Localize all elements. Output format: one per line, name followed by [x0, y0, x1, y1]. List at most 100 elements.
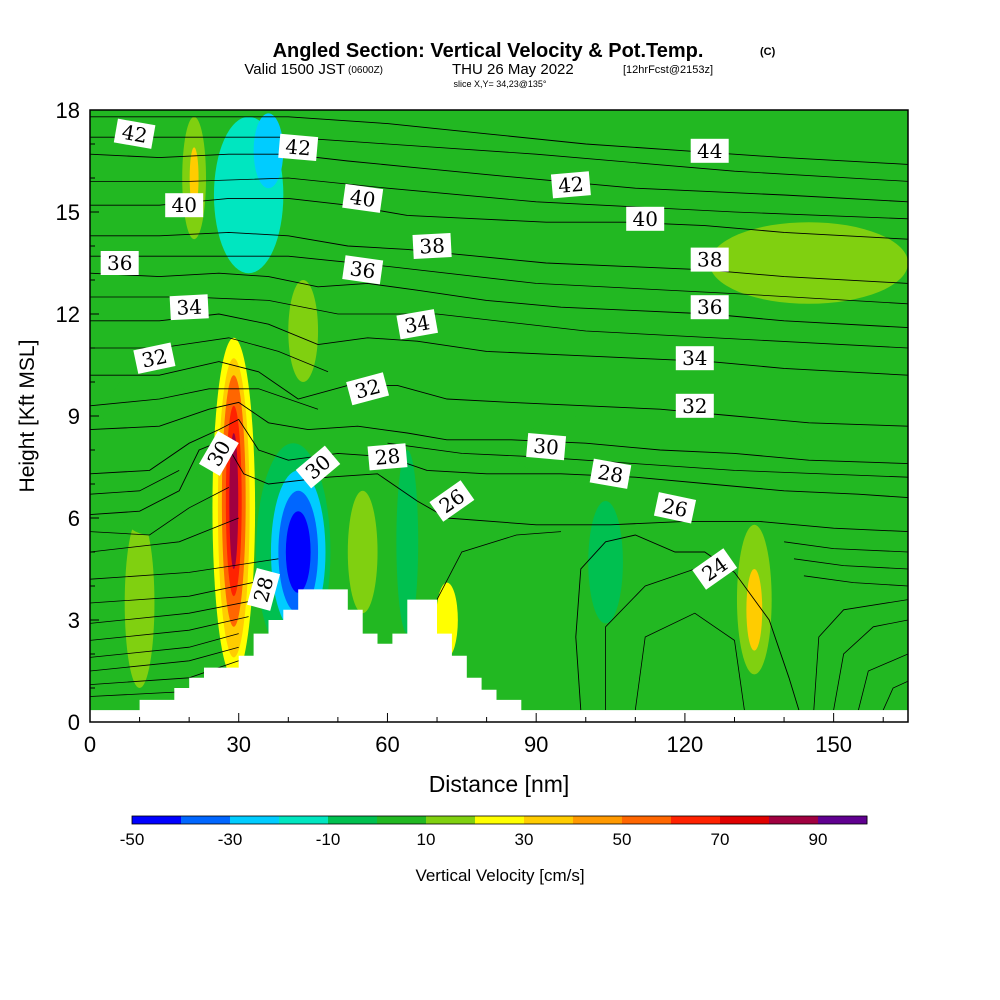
- colorbar-swatch: [573, 816, 623, 824]
- contour-label-text: 34: [176, 295, 203, 320]
- colorbar-swatch: [671, 816, 721, 824]
- theta-isoline: [436, 531, 562, 600]
- colorbar-swatch: [426, 816, 476, 824]
- y-tick-label: 0: [68, 710, 80, 735]
- colorbar-tick-label: 50: [613, 830, 632, 849]
- theta-isoline: [90, 136, 908, 182]
- contour-label-box: [626, 206, 665, 231]
- velocity-cell: [347, 490, 378, 614]
- contour-label: 32: [675, 393, 714, 418]
- theta-isoline: [90, 646, 239, 672]
- contour-label-box: [692, 548, 738, 590]
- theta-contour-32: [90, 361, 908, 427]
- contour-label-box: [165, 193, 204, 218]
- contour-label-text: 42: [557, 172, 584, 198]
- velocity-cell: [746, 569, 763, 651]
- contour-label-text: 40: [632, 207, 657, 231]
- y-tick-label: 15: [56, 200, 80, 225]
- contour-label-text: 42: [284, 134, 311, 160]
- theta-isoline: [90, 558, 279, 580]
- velocity-field: [90, 110, 908, 722]
- colorbar-tick-label: -50: [120, 830, 145, 849]
- contour-label-box: [396, 309, 438, 340]
- contour-label: 38: [412, 233, 452, 259]
- x-axis-label: Distance [nm]: [429, 771, 570, 797]
- theta-contour-42: [90, 153, 908, 203]
- slice-label: slice X,Y= 34,23@135°: [453, 79, 546, 89]
- theta-isoline: [813, 599, 908, 711]
- contour-label: 42: [113, 118, 156, 149]
- contour-label-text: 34: [682, 346, 707, 370]
- contour-label-box: [246, 567, 281, 611]
- theta-isoline: [90, 487, 229, 536]
- velocity-cell: [288, 280, 319, 382]
- colorbar-swatch: [769, 816, 819, 824]
- x-tick-label: 0: [84, 732, 96, 757]
- terrain: [90, 589, 908, 722]
- theta-isoline: [90, 388, 319, 410]
- theta-contour-24: [575, 534, 800, 711]
- theta-isoline: [90, 470, 180, 495]
- theta-isoline: [387, 442, 908, 478]
- contour-label: 32: [133, 342, 176, 374]
- theta-isoline: [90, 578, 269, 604]
- theta-isoline: [90, 337, 329, 373]
- theta-contour-40: [90, 197, 908, 240]
- contour-label-box: [342, 183, 384, 213]
- colorbar-frame: [131, 815, 868, 825]
- contour-label-box: [429, 480, 475, 522]
- colorbar-tick-label: 30: [515, 830, 534, 849]
- contour-label-box: [100, 251, 139, 275]
- theta-isoline: [793, 558, 908, 570]
- theta-isoline: [833, 619, 908, 711]
- colorbar-swatch: [132, 816, 182, 824]
- theta-isoline: [90, 177, 908, 220]
- colorbar-tick-label: -30: [218, 830, 243, 849]
- theta-isoline: [605, 568, 695, 711]
- contour-label-box: [342, 255, 384, 285]
- colorbar-swatch: [328, 816, 378, 824]
- contour-label-text: 32: [682, 394, 707, 418]
- theta-isoline: [803, 575, 908, 587]
- x-tick-label: 30: [226, 732, 250, 757]
- contour-label-box: [526, 432, 567, 461]
- colorbar-swatch: [230, 816, 280, 824]
- contour-label-text: 40: [348, 185, 377, 212]
- contour-label-box: [589, 458, 632, 489]
- contour-label-box: [653, 492, 697, 524]
- contour-label: 34: [675, 346, 714, 371]
- theta-isoline: [90, 255, 908, 305]
- x-tick-label: 90: [524, 732, 548, 757]
- x-tick-label: 150: [815, 732, 852, 757]
- contour-label: 42: [278, 133, 319, 162]
- contour-label-text: 36: [697, 295, 722, 319]
- colorbar-swatch: [181, 816, 231, 824]
- contour-label-box: [133, 342, 176, 374]
- y-tick-label: 18: [56, 98, 80, 123]
- y-axis: 0 3 6 9 12 15 18: [56, 98, 99, 735]
- contour-label-text: 28: [374, 444, 401, 470]
- theta-isoline: [90, 616, 249, 641]
- subtitle-valid: Valid 1500 JST: [244, 61, 345, 78]
- contour-label: 26: [653, 492, 697, 524]
- theta-isoline: [882, 680, 908, 711]
- velocity-cell: [229, 433, 239, 569]
- contour-label-text: 42: [120, 120, 149, 148]
- contour-label-text: 34: [403, 310, 432, 338]
- theta-contour-44: [90, 116, 908, 165]
- velocity-cell: [709, 222, 908, 304]
- colorbar-swatch: [377, 816, 427, 824]
- y-tick-label: 6: [68, 506, 80, 531]
- velocity-cell: [124, 518, 155, 688]
- colorbar-tick-label: 10: [417, 830, 436, 849]
- contour-label: 36: [342, 255, 384, 285]
- theta-isoline: [90, 517, 239, 553]
- velocity-cell: [253, 113, 284, 189]
- contour-label: 40: [342, 183, 384, 213]
- contour-label-box: [295, 445, 341, 489]
- contour-label-box: [346, 372, 390, 406]
- contour-label-box: [367, 443, 408, 471]
- contour-label: 40: [626, 206, 665, 231]
